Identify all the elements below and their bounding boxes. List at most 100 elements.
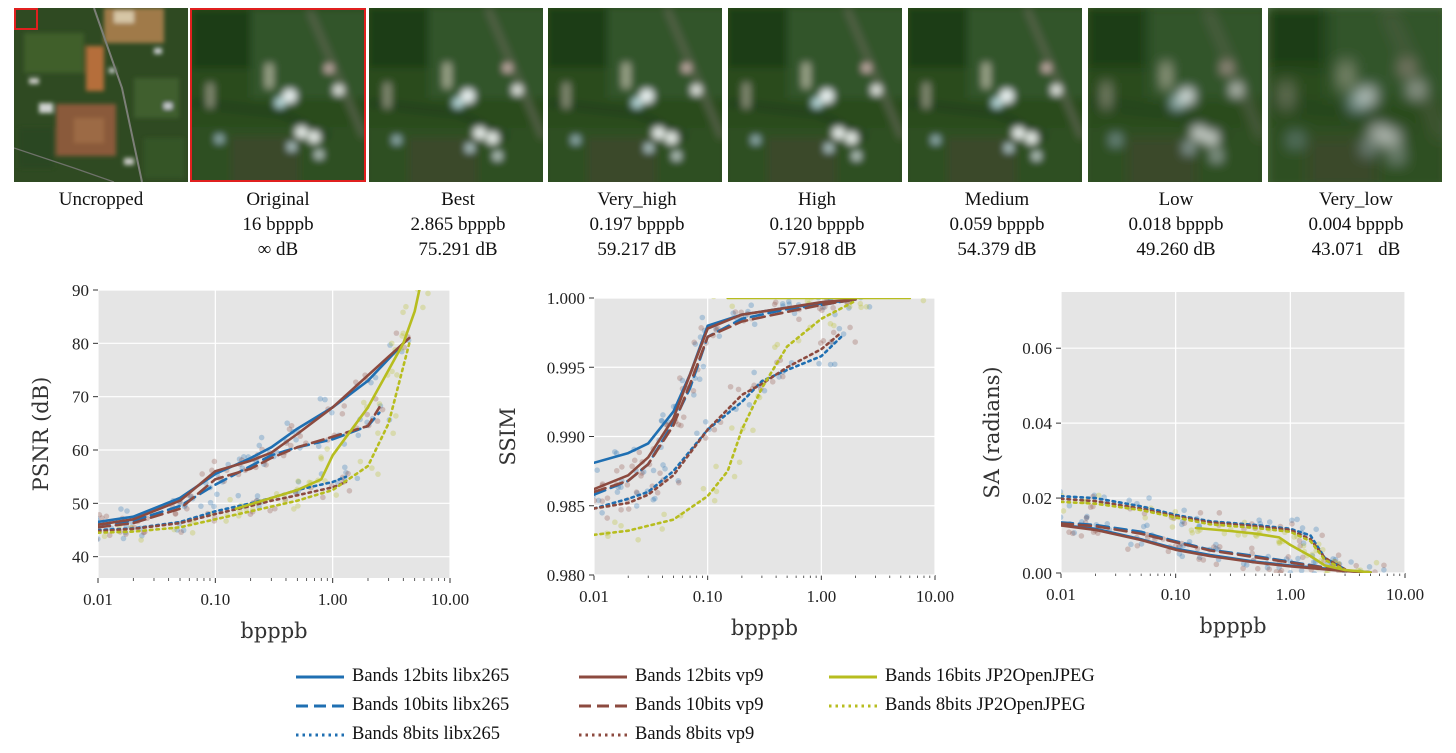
sample-point xyxy=(1338,572,1342,573)
legend-label: Bands 10bits libx265 xyxy=(352,695,510,715)
caption-label: Very_low xyxy=(1319,189,1393,210)
caption-bpp: 0.018 bpppb xyxy=(1128,214,1224,235)
sample-point xyxy=(768,298,771,299)
sample-point xyxy=(588,499,594,505)
series-group xyxy=(1047,488,1387,584)
y-tick-label: 0.02 xyxy=(1022,489,1052,508)
sample-point xyxy=(1051,488,1057,494)
sample-point xyxy=(1277,539,1283,545)
x-axis-label: bpppb xyxy=(731,616,798,640)
sample-point xyxy=(84,524,90,530)
sample-point xyxy=(1221,530,1228,537)
best-crop-image xyxy=(369,8,543,182)
sample-point xyxy=(1140,523,1147,530)
sample-point xyxy=(786,301,793,307)
x-tick-label: 1.00 xyxy=(318,590,348,609)
series-line-bands-12bits-vp9 xyxy=(98,336,411,526)
sample-point xyxy=(425,290,431,297)
sample-point xyxy=(1294,516,1300,523)
sample-point xyxy=(604,515,611,521)
thumbnail-medium xyxy=(908,8,1082,182)
sample-point xyxy=(1335,552,1342,558)
caption-db: 54.379 dB xyxy=(957,239,1037,260)
sample-point xyxy=(772,344,778,350)
caption-db: 57.918 dB xyxy=(777,239,857,260)
legend-label: Bands 8bits vp9 xyxy=(635,724,755,744)
sample-point xyxy=(1243,562,1250,568)
sample-point xyxy=(393,413,399,419)
sample-point xyxy=(736,459,743,466)
sample-point xyxy=(594,467,600,474)
sample-point xyxy=(1298,567,1305,573)
caption-db: ∞ dB xyxy=(257,239,299,260)
thumbnail-uncropped xyxy=(14,8,188,182)
sample-point xyxy=(636,449,643,456)
sample-point xyxy=(1176,551,1183,557)
sample-point xyxy=(1278,567,1285,573)
sample-point xyxy=(699,314,706,321)
sample-point xyxy=(98,515,100,520)
sample-point xyxy=(1144,531,1150,538)
sample-point xyxy=(827,361,834,368)
sample-point xyxy=(772,299,779,306)
sample-point xyxy=(1254,565,1261,572)
x-tick-label: 0.01 xyxy=(1046,585,1076,604)
series-line-bands-16bits-jp2openjpeg xyxy=(1194,526,1372,573)
caption-label: Low xyxy=(1158,189,1194,210)
sample-point xyxy=(89,527,95,533)
sample-point xyxy=(631,457,638,464)
sample-point xyxy=(1332,574,1338,580)
sample-point xyxy=(1355,578,1361,584)
sample-point xyxy=(1345,574,1351,580)
sample-point xyxy=(288,422,295,429)
series-line-bands-8bits-jp2openjpeg xyxy=(98,342,411,535)
sample-point xyxy=(625,506,632,512)
sample-point xyxy=(735,386,742,393)
sample-point xyxy=(339,411,346,417)
sample-point xyxy=(1083,515,1090,521)
y-tick-label: 0.985 xyxy=(547,497,585,516)
sample-point xyxy=(267,507,273,514)
series-line-bands-10bits-vp9 xyxy=(594,298,857,494)
sample-point xyxy=(389,368,395,375)
sample-point xyxy=(690,388,697,394)
sample-point xyxy=(752,287,758,293)
sample-point xyxy=(863,303,870,310)
sample-point xyxy=(1336,574,1342,580)
sample-point xyxy=(92,534,98,540)
caption-label: Medium xyxy=(964,189,1030,210)
sample-point xyxy=(1299,525,1306,531)
sample-point xyxy=(207,499,214,506)
sample-point xyxy=(293,437,299,443)
x-axis-label: bpppb xyxy=(1199,614,1266,638)
sample-point xyxy=(1381,574,1387,580)
sample-point xyxy=(679,377,686,384)
sample-point xyxy=(1049,527,1055,533)
sample-point xyxy=(295,478,301,484)
sample-point xyxy=(1372,569,1378,573)
sample-point xyxy=(659,526,666,532)
sample-point xyxy=(1289,521,1295,527)
sample-point xyxy=(98,536,101,542)
sample-point xyxy=(178,529,184,535)
sample-point xyxy=(172,510,179,517)
sample-point xyxy=(1061,514,1064,521)
sample-point xyxy=(235,492,242,499)
sample-point xyxy=(295,479,302,485)
series-group xyxy=(588,287,927,543)
sample-point xyxy=(857,300,864,307)
sample-point xyxy=(184,506,190,512)
legend-label: Bands 8bits JP2OpenJPEG xyxy=(885,695,1086,715)
uncropped-satellite-image xyxy=(14,8,188,182)
sample-point xyxy=(691,392,697,398)
caption-bpp: 0.004 bpppb xyxy=(1308,214,1404,235)
sample-point xyxy=(716,333,723,339)
sample-point xyxy=(1347,576,1353,582)
series-line-bands-8bits-libx265 xyxy=(1061,494,1347,571)
sample-point xyxy=(1266,519,1273,525)
sample-point xyxy=(1172,508,1179,515)
sample-point xyxy=(1061,508,1067,514)
sample-point xyxy=(287,442,294,449)
sample-point xyxy=(1047,526,1053,532)
sample-point xyxy=(1311,570,1318,573)
